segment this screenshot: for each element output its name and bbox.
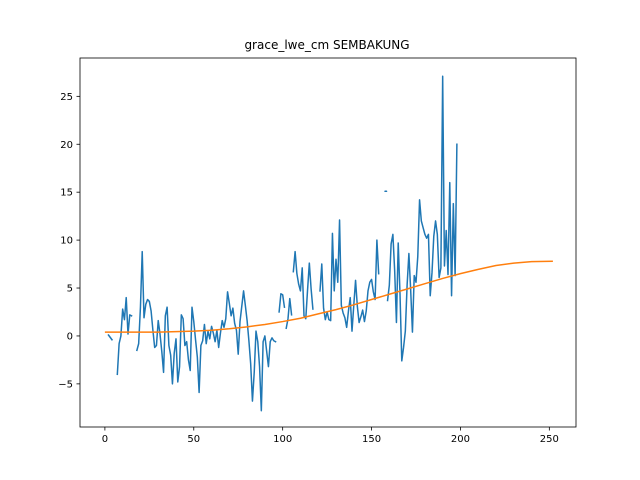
x-tick-label: 200 (451, 434, 470, 445)
series-0-segment (278, 293, 286, 313)
series-0-segment (292, 250, 314, 320)
y-tick-label: 20 (60, 140, 73, 151)
series-0-segment (135, 250, 277, 412)
series-0 (107, 75, 458, 412)
x-tick-label: 150 (362, 434, 381, 445)
axes-layer: 0 50 100 150 200 250 −5 0 5 10 15 20 25 (58, 57, 577, 445)
series-0-segment (116, 296, 133, 376)
y-tick-label: −5 (58, 379, 73, 390)
y-tick-label: 5 (67, 284, 73, 295)
x-tick-label: 50 (187, 434, 200, 445)
y-tick-label: 0 (67, 331, 73, 342)
series-1-line (104, 260, 553, 333)
x-tick-label: 0 (102, 434, 108, 445)
series-0-segment (386, 75, 458, 362)
axes-frame (79, 57, 577, 428)
x-tick-label: 250 (540, 434, 559, 445)
series-1 (104, 260, 553, 333)
y-tick-label: 10 (60, 236, 73, 247)
y-tick-label: 25 (60, 92, 73, 103)
series-layer (104, 75, 553, 412)
y-tick-label: 15 (60, 188, 73, 199)
x-tick-label: 100 (273, 434, 292, 445)
series-0-segment (107, 333, 114, 341)
chart-title: grace_lwe_cm SEMBAKUNG (244, 38, 409, 52)
series-0-segment (285, 297, 293, 330)
series-0-segment (319, 219, 380, 332)
